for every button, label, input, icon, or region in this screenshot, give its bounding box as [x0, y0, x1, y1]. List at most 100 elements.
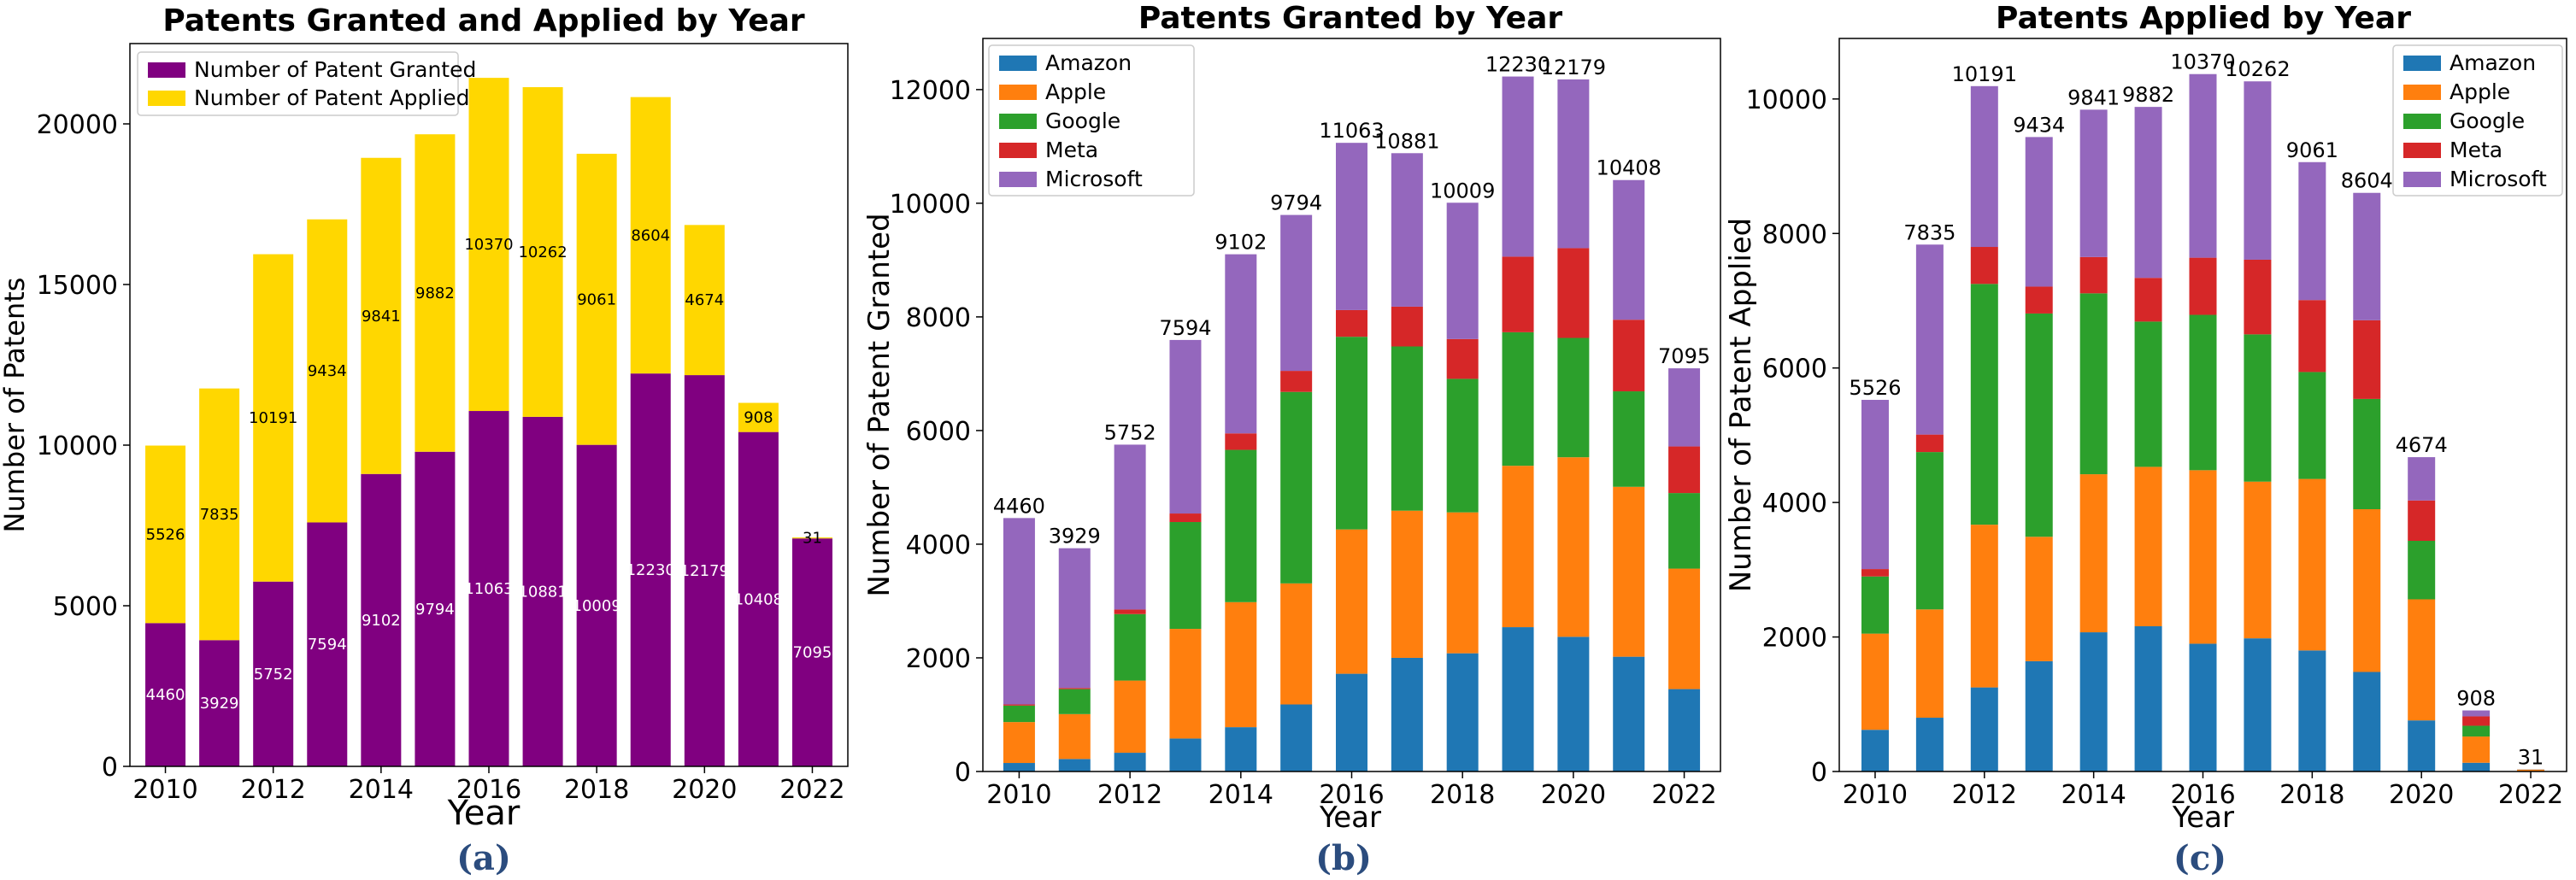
y-tick-label: 8000 — [906, 303, 971, 333]
bar-google-2013 — [2025, 313, 2053, 537]
bar-google-2012 — [1970, 284, 1998, 525]
bar-amazon-2013 — [1169, 738, 1202, 771]
x-tick-label: 2012 — [1952, 780, 2017, 810]
legend-item: Microsoft — [1045, 167, 1143, 191]
bar-apple-2010 — [1861, 633, 1889, 730]
bar-meta-2022 — [1668, 446, 1701, 494]
legend-item: Apple — [2450, 79, 2510, 104]
bar-meta-2018 — [2298, 300, 2326, 373]
x-tick-label: 2010 — [986, 780, 1051, 810]
bar-microsoft-2018 — [2298, 161, 2326, 301]
bar-google-2010 — [1861, 576, 1889, 634]
bar-amazon-2010 — [1861, 730, 1889, 771]
bar-apple-2012 — [1114, 680, 1146, 754]
x-tick-label: 2014 — [2061, 780, 2126, 810]
bar-amazon-2021 — [1613, 656, 1645, 771]
bar-meta-2014 — [1225, 433, 1257, 450]
bar-amazon-2018 — [2298, 650, 2326, 771]
chart-title: Patents Granted by Year — [1138, 1, 1563, 36]
y-tick-label: 0 — [1811, 758, 1827, 788]
data-label: 10408 — [734, 590, 783, 608]
data-label: 7594 — [308, 636, 347, 654]
bar-google-2020 — [1557, 337, 1590, 458]
bar-amazon-2020 — [1557, 637, 1590, 771]
bar-google-2012 — [1114, 613, 1146, 681]
legend-swatch — [2403, 114, 2441, 129]
x-axis-label: Year — [447, 794, 520, 833]
bar-number-of-patent-applied-2016 — [468, 78, 509, 412]
bar-number-of-patent-applied-2011 — [199, 388, 240, 641]
x-tick-label: 2016 — [2170, 780, 2235, 810]
bar-meta-2018 — [1446, 338, 1479, 379]
bar-amazon-2021 — [2462, 762, 2491, 771]
data-label: 10262 — [518, 243, 567, 261]
total-label: 10370 — [2170, 50, 2235, 74]
x-tick-label: 2010 — [1843, 780, 1908, 810]
bar-number-of-patent-granted-2015 — [415, 451, 456, 766]
bar-microsoft-2013 — [1169, 339, 1202, 514]
legend-item: Number of Patent Granted — [194, 57, 476, 82]
legend-item: Meta — [1045, 138, 1098, 162]
bar-meta-2012 — [1114, 609, 1146, 614]
bar-apple-2016 — [2189, 470, 2217, 644]
bar-meta-2019 — [2353, 320, 2381, 399]
data-label: 31 — [803, 530, 822, 548]
bar-apple-2010 — [1003, 722, 1035, 764]
data-label: 9434 — [308, 362, 347, 380]
bar-google-2019 — [1502, 331, 1534, 466]
bar-meta-2015 — [2134, 278, 2162, 322]
bar-meta-2011 — [1058, 688, 1091, 689]
bar-google-2020 — [2408, 541, 2436, 600]
bar-apple-2018 — [2298, 478, 2326, 651]
legend-item: Amazon — [2450, 50, 2536, 75]
y-tick-label: 2000 — [1762, 624, 1827, 654]
y-tick-label: 8000 — [1762, 220, 1827, 249]
bar-apple-2011 — [1915, 609, 1944, 719]
bar-apple-2019 — [1502, 466, 1534, 628]
bar-microsoft-2022 — [1668, 368, 1701, 447]
bar-number-of-patent-granted-2018 — [576, 444, 617, 766]
legend: Amazon Apple Google Meta Microsoft — [2392, 44, 2563, 197]
bar-amazon-2011 — [1058, 759, 1091, 771]
bar-meta-2015 — [1280, 371, 1313, 392]
data-label: 12230 — [626, 561, 675, 579]
bar-number-of-patent-applied-2010 — [145, 445, 186, 624]
bar-number-of-patent-granted-2020 — [684, 375, 725, 766]
bar-meta-2019 — [1502, 256, 1534, 332]
bar-amazon-2011 — [1915, 718, 1944, 771]
bar-meta-2020 — [1557, 248, 1590, 338]
bar-microsoft-2017 — [1391, 153, 1423, 307]
bar-meta-2021 — [1613, 320, 1645, 392]
bar-apple-2013 — [1169, 629, 1202, 739]
data-label: 4674 — [685, 291, 724, 309]
x-tick-label: 2014 — [349, 775, 414, 805]
data-label: 908 — [744, 409, 773, 427]
bar-apple-2014 — [1225, 601, 1257, 728]
total-label: 4674 — [2396, 433, 2448, 457]
bar-apple-2017 — [1391, 510, 1423, 658]
bar-google-2019 — [2353, 398, 2381, 510]
bar-number-of-patent-granted-2019 — [630, 373, 671, 766]
data-label: 4460 — [146, 686, 185, 704]
data-label: 10370 — [464, 236, 513, 254]
total-label: 5526 — [1849, 376, 1901, 400]
bar-microsoft-2015 — [1280, 214, 1313, 372]
bar-google-2014 — [2079, 293, 2108, 475]
total-label: 4460 — [993, 494, 1045, 518]
chart-2: Patents Applied by Year 5526 7835 10191 9434… — [1724, 1, 2567, 878]
x-tick-label: 2020 — [672, 775, 737, 805]
bar-apple-2019 — [2353, 509, 2381, 672]
y-tick-label: 20000 — [37, 110, 118, 140]
data-label: 9841 — [362, 308, 401, 326]
x-tick-label: 2014 — [1209, 780, 1273, 810]
bar-microsoft-2016 — [2189, 73, 2217, 258]
legend-swatch — [148, 62, 185, 78]
bar-microsoft-2011 — [1058, 548, 1091, 689]
bar-microsoft-2021 — [1613, 179, 1645, 320]
bar-apple-2012 — [1970, 525, 1998, 688]
total-label: 7594 — [1159, 316, 1211, 340]
legend-swatch — [2403, 56, 2441, 71]
bar-number-of-patent-applied-2020 — [684, 225, 725, 376]
x-tick-label: 2020 — [1541, 780, 1606, 810]
